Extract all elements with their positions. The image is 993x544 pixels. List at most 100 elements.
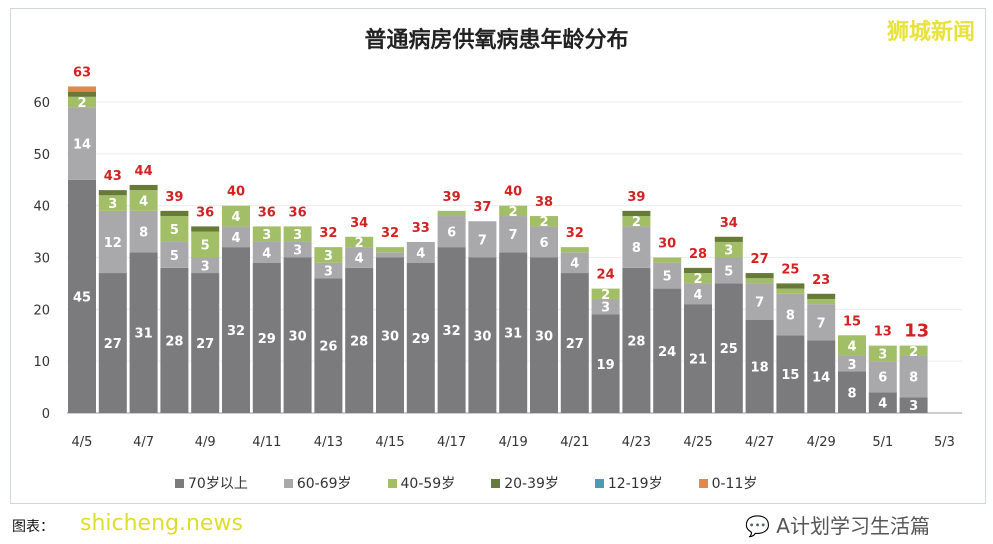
x-tick-label: 4/11 [252, 435, 281, 450]
total-label: 39 [627, 190, 645, 205]
total-label: 23 [812, 273, 830, 288]
bar-segment [622, 267, 651, 413]
segment-label: 6 [539, 236, 548, 251]
legend-item: 12-19岁 [594, 473, 663, 493]
bar-segment [653, 257, 682, 263]
bar-segment [714, 283, 743, 413]
bar-segment [252, 241, 281, 263]
total-label: 32 [566, 226, 584, 241]
bar-segment [191, 226, 220, 232]
total-label: 44 [135, 164, 153, 179]
bar-segment [160, 210, 189, 217]
segment-label: 3 [324, 264, 333, 279]
bar-segment [68, 107, 96, 180]
segment-label: 8 [909, 371, 918, 386]
y-tick-label: 20 [33, 303, 50, 318]
legend-label: 60-69岁 [296, 476, 352, 492]
legend-item: 60-69岁 [283, 473, 352, 493]
bar-segment [314, 278, 343, 413]
total-label: 43 [104, 169, 122, 184]
segment-label: 6 [447, 226, 456, 241]
segment-label: 28 [627, 334, 645, 349]
bar-segment [530, 216, 558, 227]
segment-label: 15 [781, 368, 799, 383]
x-tick-label: 4/19 [499, 435, 528, 450]
segment-label: 6 [878, 371, 887, 386]
total-label: 27 [751, 252, 769, 267]
wechat-account: A计划学习生活篇 [776, 514, 930, 538]
bar-segment [714, 241, 743, 258]
segment-label: 31 [135, 327, 153, 342]
bar-segment [684, 267, 712, 274]
y-tick-label: 50 [33, 148, 50, 163]
x-tick-label: 4/25 [683, 435, 712, 450]
x-tick-label: 5/3 [934, 435, 955, 450]
segment-label: 7 [755, 296, 764, 311]
bar-segment [530, 226, 558, 258]
segment-label: 29 [412, 332, 430, 347]
segment-label: 3 [293, 228, 302, 243]
wechat-icon: 💬 [745, 514, 770, 538]
bar-segment [899, 397, 928, 413]
legend-swatch [491, 479, 501, 488]
bar-segment [745, 273, 774, 279]
x-tick-label: 4/9 [195, 435, 216, 450]
segment-label: 2 [355, 236, 364, 251]
y-tick-label: 30 [33, 252, 50, 267]
watermark-logo: 狮城新闻 [886, 20, 975, 45]
bar-segment [437, 210, 466, 217]
segment-label: 2 [77, 96, 86, 111]
segment-label: 2 [909, 345, 918, 360]
total-label: 32 [381, 226, 399, 241]
bar-segment [129, 252, 158, 413]
segment-label: 7 [817, 316, 826, 331]
bar-segment [807, 340, 836, 413]
segment-label: 14 [73, 137, 91, 152]
segment-label: 3 [878, 347, 887, 362]
bar-segment [222, 247, 250, 413]
x-tick-label: 4/21 [560, 435, 589, 450]
segment-label: 3 [324, 249, 333, 264]
bar-segment [714, 257, 743, 284]
bar-segment [68, 179, 96, 413]
segment-label: 32 [443, 324, 461, 339]
segment-label: 24 [658, 345, 676, 360]
bar-segment [160, 216, 189, 242]
x-tick-label: 4/23 [622, 435, 651, 450]
bar-segment [376, 252, 404, 258]
segment-label: 28 [165, 334, 183, 349]
total-label: 36 [289, 205, 307, 220]
segment-label: 30 [535, 329, 553, 344]
bar-segment [591, 288, 620, 299]
segment-label: 4 [262, 246, 271, 261]
legend-item: 70岁以上 [175, 473, 248, 493]
total-label: 25 [781, 262, 799, 277]
bar-segment [376, 257, 404, 413]
segment-label: 18 [751, 360, 769, 375]
y-tick-label: 40 [33, 200, 50, 215]
bar-segment [838, 335, 866, 356]
segment-label: 5 [663, 270, 672, 285]
bar-segment [283, 257, 312, 413]
segment-label: 3 [201, 259, 210, 274]
bar-segment [222, 205, 250, 227]
segment-label: 2 [632, 215, 641, 230]
segment-label: 29 [258, 332, 276, 347]
source-label: 图表： [12, 519, 54, 535]
bar-segment [899, 355, 928, 398]
segment-label: 3 [847, 358, 856, 373]
segment-label: 3 [909, 399, 918, 414]
segment-label: 7 [509, 228, 518, 243]
segment-label: 27 [104, 337, 122, 352]
segment-label: 5 [170, 223, 179, 238]
bar-segment [560, 247, 589, 253]
bar-segment [868, 361, 897, 393]
bar-segment [653, 262, 682, 289]
bar-segment [776, 335, 805, 413]
segment-label: 45 [73, 290, 91, 305]
bar-segment [622, 226, 651, 268]
segment-label: 2 [601, 288, 610, 303]
bar-segment [191, 231, 220, 258]
bar-segment [68, 96, 96, 108]
